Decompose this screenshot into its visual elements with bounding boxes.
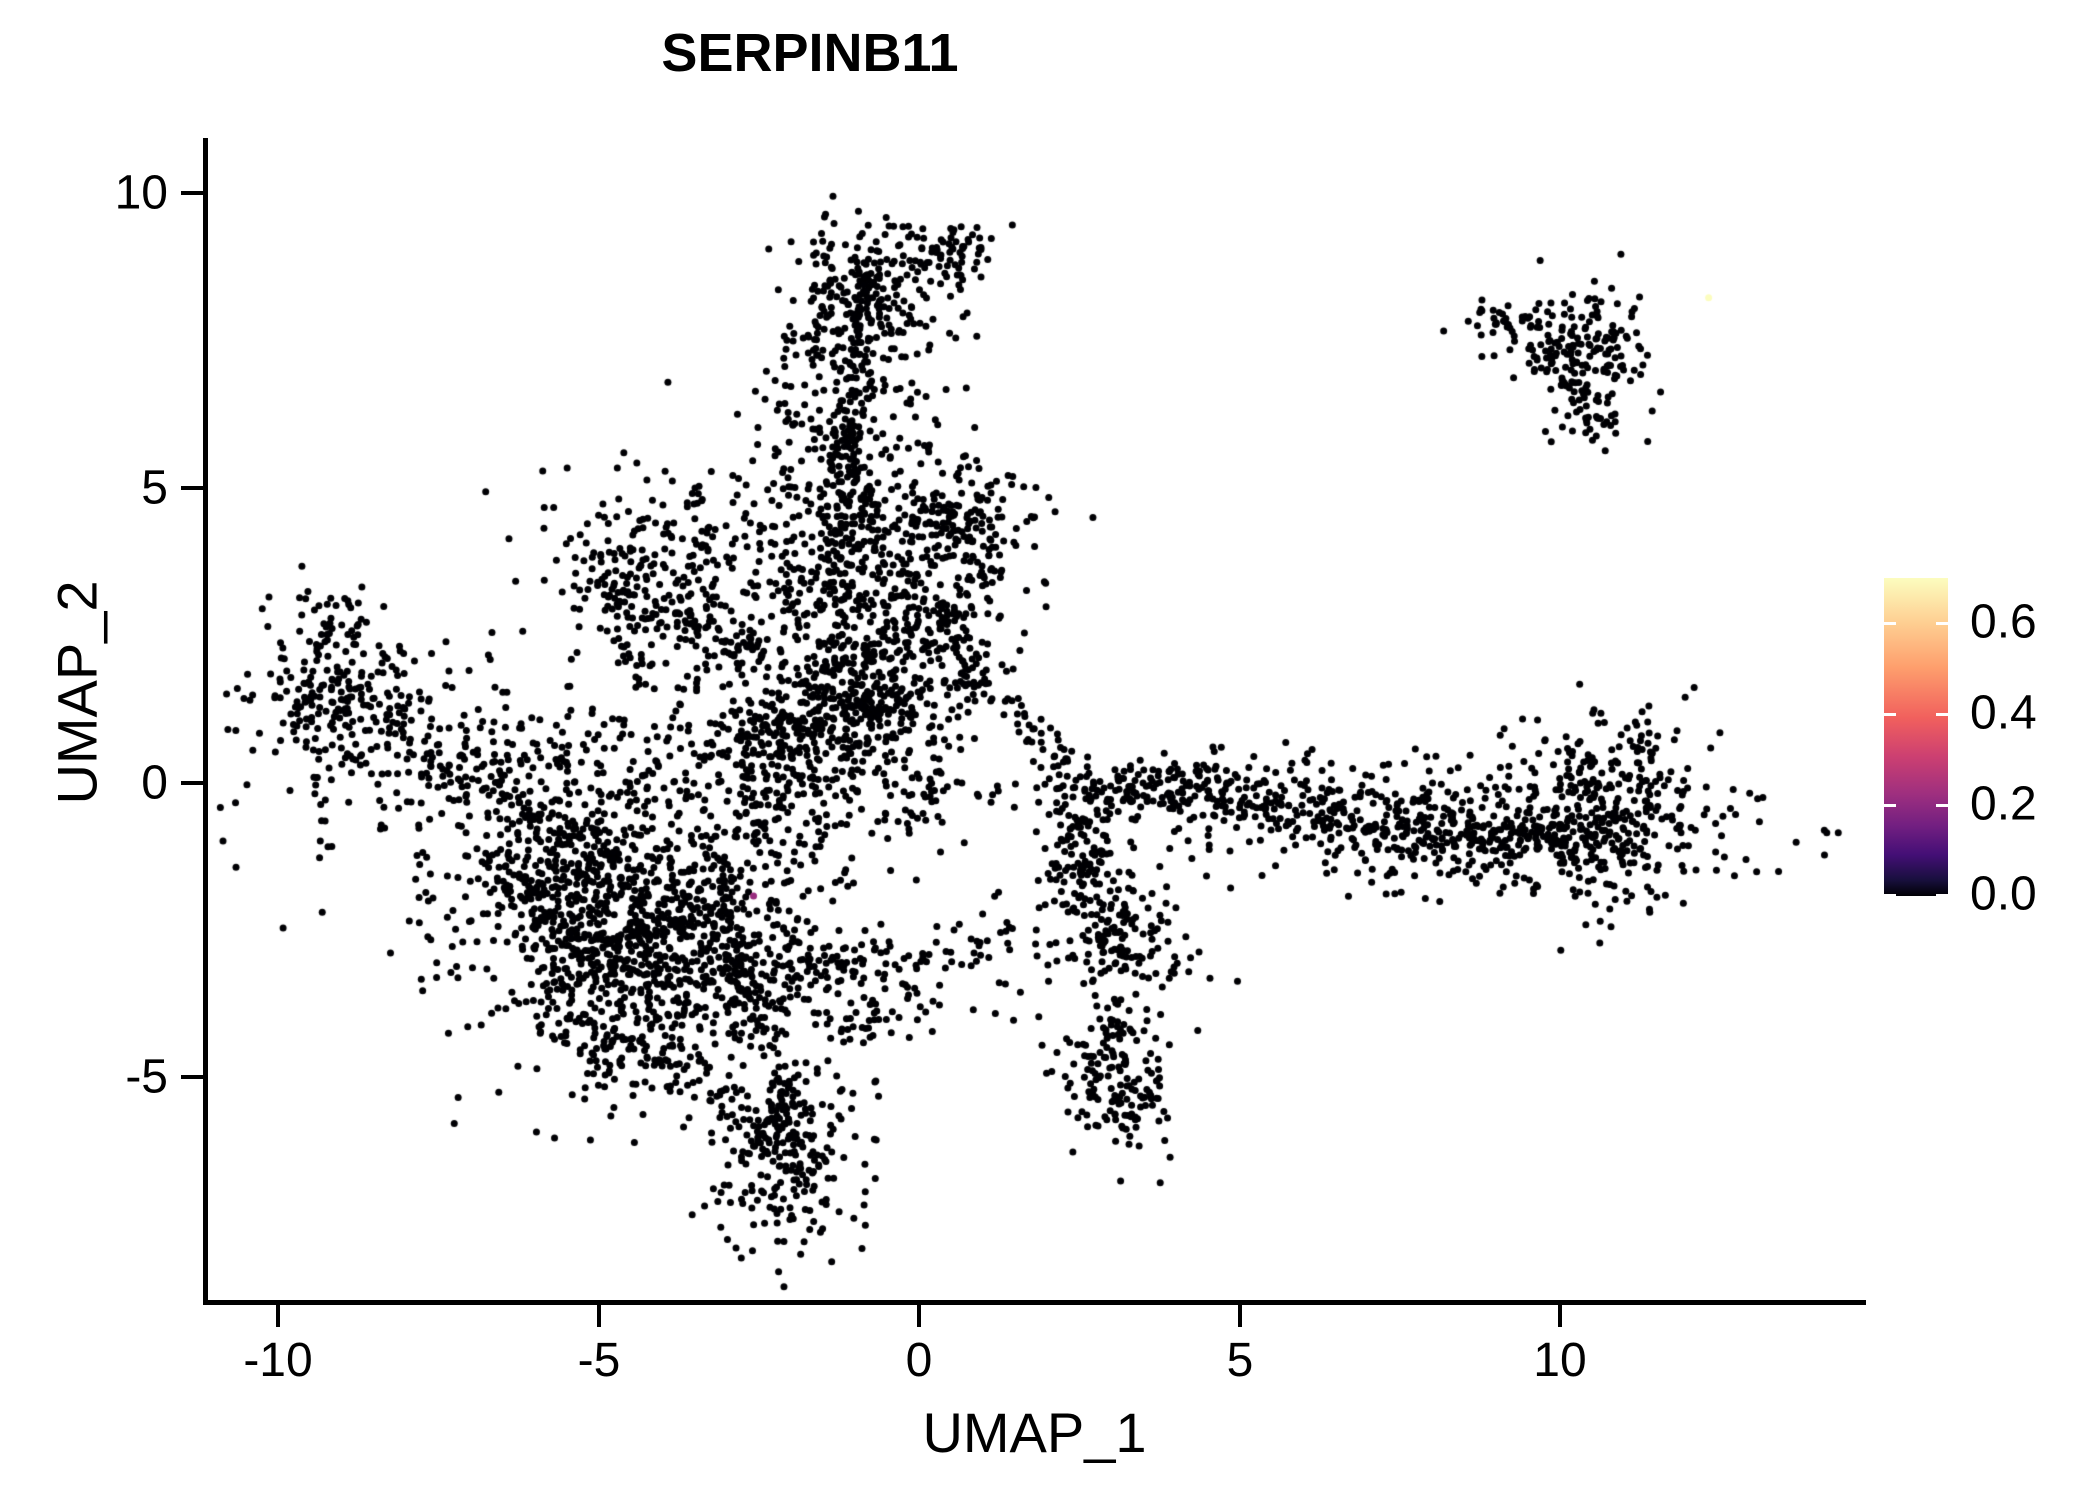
- x-axis-label: UMAP_1: [922, 1401, 1147, 1464]
- x-tick-mark: [597, 1305, 601, 1327]
- colorbar-tick: [1936, 804, 1948, 807]
- x-tick-label: -5: [577, 1334, 621, 1387]
- y-tick-mark: [181, 486, 203, 490]
- colorbar-tick-label: 0.6: [1970, 595, 2037, 649]
- y-tick-label: 0: [141, 756, 168, 810]
- colorbar-tick-label: 0.4: [1970, 686, 2037, 740]
- colorbar-tick: [1884, 622, 1896, 625]
- y-tick-label: 5: [141, 461, 168, 515]
- y-axis-label: UMAP_2: [45, 580, 109, 805]
- colorbar-tick: [1936, 894, 1948, 897]
- x-tick-mark: [276, 1305, 280, 1327]
- colorbar-tick: [1884, 894, 1896, 897]
- colorbar-tick: [1884, 804, 1896, 807]
- colorbar-tick: [1936, 622, 1948, 625]
- colorbar-tick: [1936, 713, 1948, 716]
- colorbar-tick: [1884, 713, 1896, 716]
- page-title: SERPINB11: [661, 23, 959, 83]
- colorbar-gradient: [1884, 578, 1948, 896]
- x-tick-label: 10: [1533, 1334, 1587, 1387]
- plot-panel: [207, 138, 1866, 1302]
- x-tick-label: 5: [1226, 1334, 1254, 1387]
- y-tick-mark: [181, 191, 203, 195]
- x-tick-label: -10: [243, 1334, 313, 1387]
- x-tick-mark: [1238, 1305, 1242, 1327]
- y-tick-mark: [181, 781, 203, 785]
- scatter-points-layer: [207, 138, 1866, 1302]
- x-tick-mark: [1558, 1305, 1562, 1327]
- x-tick-mark: [917, 1305, 921, 1327]
- y-tick-label: -5: [125, 1050, 168, 1104]
- y-axis-line: [203, 138, 208, 1305]
- colorbar-legend: 0.6 0.4 0.2 0.0: [1884, 578, 2084, 921]
- colorbar-tick-label: 0.2: [1970, 777, 2037, 831]
- y-tick-mark: [181, 1075, 203, 1079]
- x-tick-label: 0: [905, 1334, 933, 1387]
- y-tick-label: 10: [114, 166, 168, 220]
- colorbar-tick-label: 0.0: [1970, 867, 2037, 921]
- x-axis-line: [203, 1300, 1866, 1305]
